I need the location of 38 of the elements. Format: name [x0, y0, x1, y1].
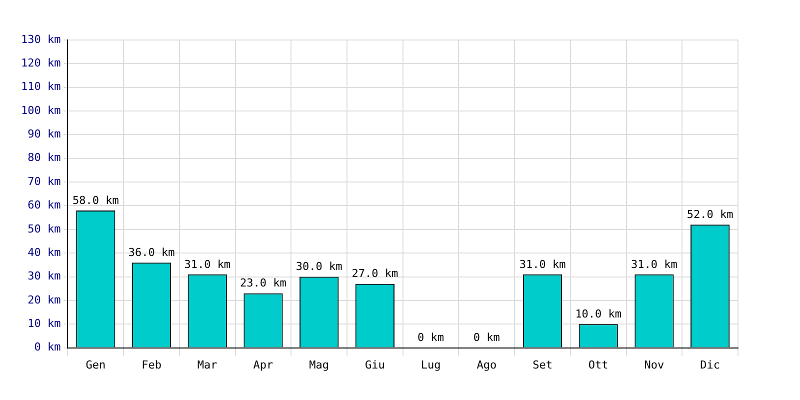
x-tick-label: Ott: [588, 358, 608, 372]
x-tick-label: Set: [532, 358, 552, 372]
data-label: 31.0 km: [519, 258, 566, 271]
y-tick-label: 100 km: [20, 104, 62, 117]
x-tick-label: Mar: [197, 358, 218, 372]
y-tick-label: 60 km: [28, 198, 62, 212]
data-label: 36.0 km: [128, 246, 176, 259]
x-tick-label: Feb: [142, 358, 162, 372]
x-tick-label: Dic: [700, 358, 720, 372]
data-label: 27.0 km: [352, 267, 398, 280]
x-tick-label: Nov: [644, 358, 665, 372]
y-tick-label: 30 km: [28, 270, 62, 283]
x-tick-label: Lug: [420, 358, 441, 372]
x-tick-label: Mag: [309, 358, 330, 372]
data-label: 31.0 km: [631, 258, 678, 271]
x-tick-label: Gen: [86, 358, 106, 372]
y-tick-label: 0 km: [34, 340, 62, 354]
data-label: 58.0 km: [72, 194, 120, 207]
x-tick-label: Apr: [253, 358, 274, 372]
x-tick-label: Ago: [476, 358, 497, 372]
y-tick-label: 80 km: [28, 151, 62, 164]
data-label: 0 km: [418, 331, 444, 344]
y-tick-label: 90 km: [28, 128, 62, 141]
data-label: 0 km: [473, 331, 500, 344]
data-label: 23.0 km: [240, 276, 287, 290]
data-label: 30.0 km: [296, 260, 343, 274]
y-tick-label: 20 km: [28, 293, 62, 306]
data-label: 10.0 km: [575, 307, 622, 320]
y-tick-label: 120 km: [20, 56, 62, 70]
data-label: 52.0 km: [686, 208, 734, 222]
x-tick-label: Giu: [365, 358, 385, 372]
y-tick-label: 40 km: [28, 246, 62, 259]
y-tick-label: 50 km: [28, 222, 62, 236]
y-tick-label: 130 km: [20, 32, 62, 46]
y-tick-label: 10 km: [28, 316, 62, 330]
y-tick-label: 110 km: [20, 80, 62, 94]
data-label: 31.0 km: [184, 258, 231, 271]
y-tick-label: 70 km: [28, 174, 62, 188]
